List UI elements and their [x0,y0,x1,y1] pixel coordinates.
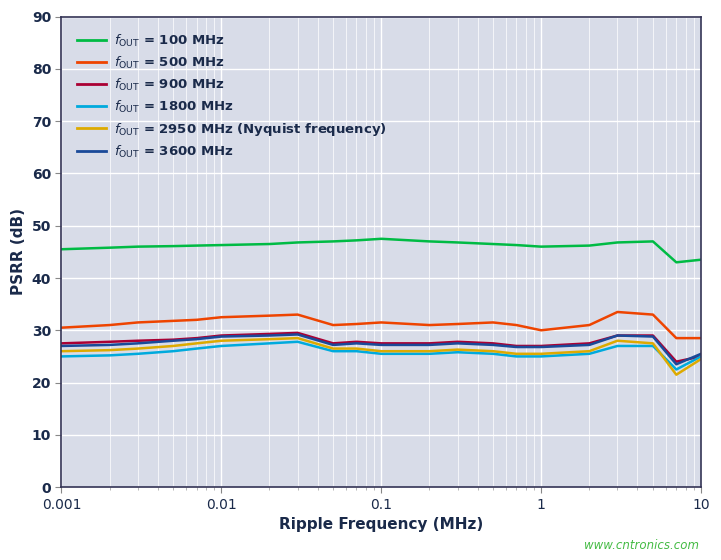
X-axis label: Ripple Frequency (MHz): Ripple Frequency (MHz) [279,517,483,532]
Y-axis label: PSRR (dB): PSRR (dB) [11,208,26,295]
Legend: $f_{\mathrm{OUT}}$ = 100 MHz, $f_{\mathrm{OUT}}$ = 500 MHz, $f_{\mathrm{OUT}}$ =: $f_{\mathrm{OUT}}$ = 100 MHz, $f_{\mathr… [72,27,392,165]
Text: www.cntronics.com: www.cntronics.com [584,539,699,552]
